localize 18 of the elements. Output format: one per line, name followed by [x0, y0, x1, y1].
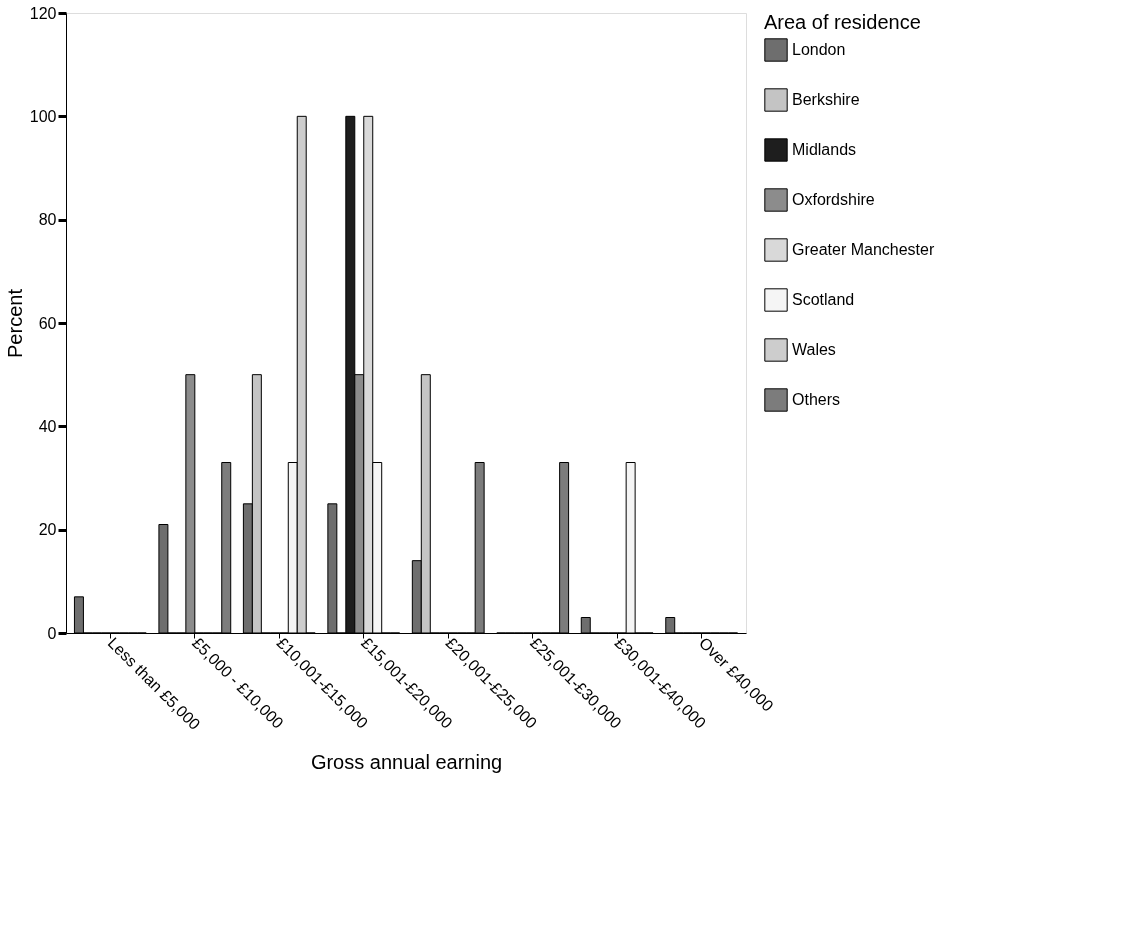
y-tick-label: 60 — [38, 314, 57, 332]
y-tick-label: 40 — [38, 417, 57, 435]
legend-label: Midlands — [792, 141, 857, 158]
y-tick-label: 100 — [29, 107, 57, 125]
y-tick-label: 120 — [29, 4, 57, 22]
legend-label: Wales — [792, 341, 836, 358]
y-tick-label: 80 — [38, 211, 57, 229]
legend-label: Oxfordshire — [792, 191, 875, 208]
x-axis-title: Gross annual earning — [310, 750, 503, 773]
legend-label: London — [792, 41, 846, 58]
y-axis-title: Percent — [3, 288, 26, 358]
legend-label: Scotland — [792, 291, 855, 308]
y-tick-label: 0 — [47, 624, 57, 642]
legend-label: Others — [792, 391, 841, 408]
legend-label: Greater Manchester — [792, 241, 935, 258]
y-tick-label: 20 — [38, 521, 57, 539]
legend-label: Berkshire — [792, 91, 860, 108]
legend-title: Area of residence — [764, 11, 921, 33]
